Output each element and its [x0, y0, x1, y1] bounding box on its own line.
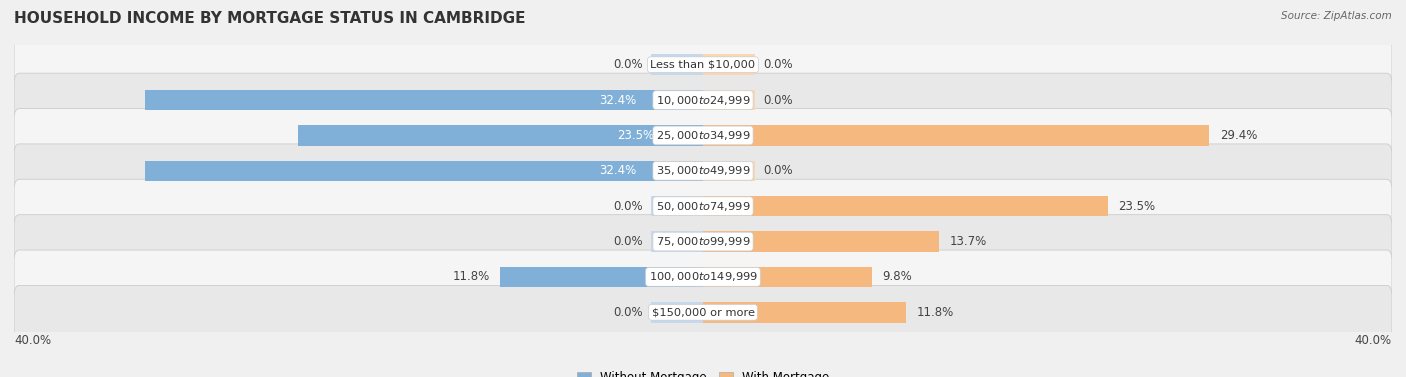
Text: $25,000 to $34,999: $25,000 to $34,999: [655, 129, 751, 142]
Bar: [703, 196, 1108, 216]
Bar: [145, 161, 703, 181]
Bar: [651, 231, 703, 252]
Bar: [703, 125, 1209, 146]
Text: 0.0%: 0.0%: [763, 58, 793, 71]
Text: 0.0%: 0.0%: [613, 306, 643, 319]
Text: 40.0%: 40.0%: [1355, 334, 1392, 346]
FancyBboxPatch shape: [14, 250, 1392, 304]
Text: HOUSEHOLD INCOME BY MORTGAGE STATUS IN CAMBRIDGE: HOUSEHOLD INCOME BY MORTGAGE STATUS IN C…: [14, 11, 526, 26]
Text: 32.4%: 32.4%: [599, 93, 636, 107]
Text: Source: ZipAtlas.com: Source: ZipAtlas.com: [1281, 11, 1392, 21]
Bar: [703, 302, 907, 323]
Bar: [651, 196, 703, 216]
Text: 0.0%: 0.0%: [613, 58, 643, 71]
Text: 0.0%: 0.0%: [763, 93, 793, 107]
Text: 23.5%: 23.5%: [617, 129, 654, 142]
Text: $150,000 or more: $150,000 or more: [651, 307, 755, 317]
FancyBboxPatch shape: [14, 38, 1392, 92]
FancyBboxPatch shape: [14, 215, 1392, 268]
Text: 13.7%: 13.7%: [949, 235, 987, 248]
FancyBboxPatch shape: [14, 285, 1392, 339]
Bar: [651, 302, 703, 323]
Text: 11.8%: 11.8%: [453, 270, 489, 284]
Bar: [703, 231, 939, 252]
Text: 32.4%: 32.4%: [599, 164, 636, 177]
Bar: [145, 90, 703, 110]
Bar: [703, 267, 872, 287]
Text: 0.0%: 0.0%: [613, 200, 643, 213]
Bar: [703, 54, 755, 75]
Bar: [703, 161, 755, 181]
Text: 0.0%: 0.0%: [613, 235, 643, 248]
Text: 23.5%: 23.5%: [1118, 200, 1156, 213]
FancyBboxPatch shape: [14, 109, 1392, 162]
Text: 29.4%: 29.4%: [1219, 129, 1257, 142]
Bar: [298, 125, 703, 146]
Text: $10,000 to $24,999: $10,000 to $24,999: [655, 93, 751, 107]
Text: 11.8%: 11.8%: [917, 306, 953, 319]
Text: $75,000 to $99,999: $75,000 to $99,999: [655, 235, 751, 248]
Text: $50,000 to $74,999: $50,000 to $74,999: [655, 200, 751, 213]
Legend: Without Mortgage, With Mortgage: Without Mortgage, With Mortgage: [572, 366, 834, 377]
Text: 40.0%: 40.0%: [14, 334, 51, 346]
FancyBboxPatch shape: [14, 73, 1392, 127]
Bar: [651, 54, 703, 75]
Text: $35,000 to $49,999: $35,000 to $49,999: [655, 164, 751, 177]
Text: 0.0%: 0.0%: [763, 164, 793, 177]
Bar: [499, 267, 703, 287]
FancyBboxPatch shape: [14, 179, 1392, 233]
Text: Less than $10,000: Less than $10,000: [651, 60, 755, 70]
Text: $100,000 to $149,999: $100,000 to $149,999: [648, 270, 758, 284]
FancyBboxPatch shape: [14, 144, 1392, 198]
Bar: [703, 90, 755, 110]
Text: 9.8%: 9.8%: [882, 270, 912, 284]
